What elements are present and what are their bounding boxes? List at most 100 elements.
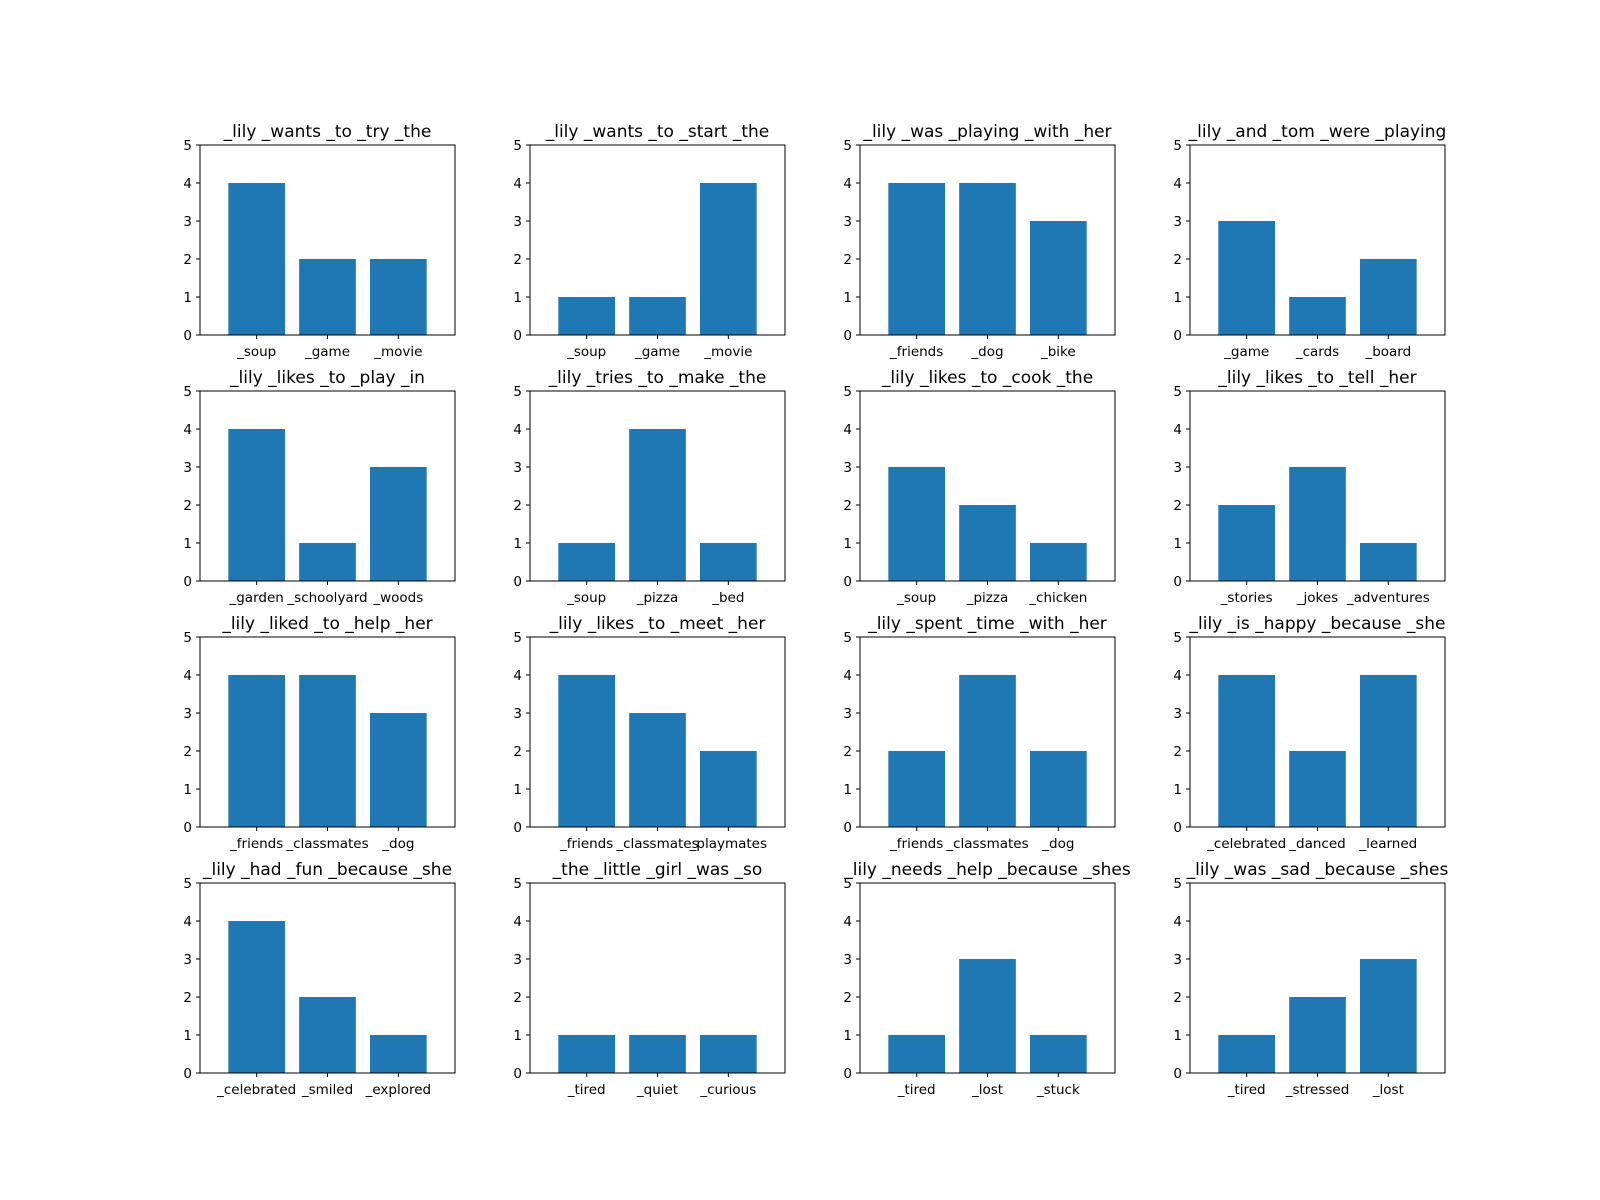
y-tick-label: 2 [843,498,852,514]
subplot-title: _lily _likes _to _meet _her [549,614,766,634]
x-tick-label: _game [634,344,680,360]
y-tick-label: 2 [183,252,192,268]
y-tick-label: 3 [843,952,852,968]
y-tick-label: 2 [513,990,522,1006]
axes-frame [859,636,1116,828]
y-tick-label: 4 [1173,176,1182,192]
y-tick-label: 4 [843,914,852,930]
y-tick-label: 2 [183,744,192,760]
y-tick-label: 2 [183,498,192,514]
y-tick-label: 3 [1173,952,1182,968]
y-tick-label: 0 [1173,328,1182,344]
y-tick-label: 0 [843,820,852,836]
x-tick-label: _stressed [1285,1082,1350,1098]
subplot-11: _lily _spent _time _with _her _friends _cl… [843,614,1116,852]
x-tick-label: _soup [566,344,606,360]
x-tick-label: _movie [373,344,422,360]
x-tick-label: _jokes [1296,590,1338,606]
y-tick-label: 3 [183,214,192,230]
bar [1218,221,1275,335]
axes-frame [859,882,1116,1074]
subplot-title: _lily _spent _time _with _her [867,614,1107,634]
y-tick-label: 5 [183,876,192,892]
bar [1218,675,1275,827]
axes-frame [199,390,456,582]
y-tick-label: 5 [183,138,192,154]
bar [959,505,1016,581]
axes-frame [1189,636,1446,828]
x-tick-label: _classmates [615,836,698,852]
x-tick-label: _schoolyard [286,590,367,606]
y-tick-label: 2 [1173,252,1182,268]
x-tick-label: _stories [1220,590,1273,606]
bar [700,543,757,581]
subplot-14: _the _little _girl _was _so _tired _quiet _… [513,860,786,1098]
y-tick-label: 5 [1173,630,1182,646]
y-tick-label: 1 [183,536,192,552]
x-tick-label: _soup [566,590,606,606]
y-tick-label: 2 [183,990,192,1006]
bar [888,467,945,581]
y-tick-label: 5 [843,630,852,646]
subplot-5: _lily _likes _to _play _in _garden _school… [183,368,456,606]
axes-frame [199,144,456,336]
y-tick-label: 1 [183,782,192,798]
y-tick-label: 3 [1173,706,1182,722]
bar [1289,997,1346,1073]
y-tick-label: 1 [183,290,192,306]
subplot-16: _lily _was _sad _because _shes _tired _str… [1173,860,1448,1098]
bar [1289,751,1346,827]
y-tick-label: 0 [183,328,192,344]
y-tick-label: 3 [843,460,852,476]
y-tick-label: 5 [1173,384,1182,400]
bar [959,959,1016,1073]
bar [299,543,356,581]
y-tick-label: 1 [513,290,522,306]
y-tick-label: 2 [1173,990,1182,1006]
y-tick-label: 5 [843,876,852,892]
axes-frame [529,882,786,1074]
y-tick-label: 4 [183,668,192,684]
y-tick-label: 1 [1173,1028,1182,1044]
x-tick-label: _friends [889,344,943,360]
bar [1030,751,1087,827]
y-tick-label: 2 [513,498,522,514]
bar [1030,1035,1087,1073]
bar [370,713,427,827]
bar [700,1035,757,1073]
x-tick-label: _lost [971,1082,1003,1098]
y-tick-label: 3 [513,952,522,968]
x-tick-label: _celebrated [1206,836,1286,852]
x-tick-label: _movie [703,344,752,360]
bar [959,183,1016,335]
x-tick-label: _dog [1041,836,1074,852]
y-tick-label: 1 [843,536,852,552]
y-tick-label: 3 [1173,460,1182,476]
x-tick-label: _soup [896,590,936,606]
subplot-title: _lily _likes _to _play _in [229,368,425,388]
bar [888,183,945,335]
subplot-grid: _lily _wants _to _try _the _soup _game _mov… [183,122,1448,1098]
subplot-12: _lily _is _happy _because _she _celebrate… [1173,614,1446,852]
x-tick-label: _quiet [636,1082,678,1098]
x-tick-label: _friends [229,836,283,852]
bar [1218,505,1275,581]
y-tick-label: 1 [843,290,852,306]
subplot-3: _lily _was _playing _with _her _friends _d… [843,122,1116,360]
bar [558,543,615,581]
axes-frame [1189,882,1446,1074]
subplot-6: _lily _tries _to _make _the _soup _pizza _b… [513,368,786,606]
x-tick-label: _pizza [636,590,679,606]
y-tick-label: 4 [183,914,192,930]
bar [370,259,427,335]
y-tick-label: 3 [513,214,522,230]
bar [1289,467,1346,581]
axes-frame [859,144,1116,336]
y-tick-label: 4 [843,668,852,684]
x-tick-label: _danced [1288,836,1345,852]
x-tick-label: _adventures [1346,590,1430,606]
y-tick-label: 0 [513,328,522,344]
y-tick-label: 2 [843,252,852,268]
axes-frame [529,390,786,582]
